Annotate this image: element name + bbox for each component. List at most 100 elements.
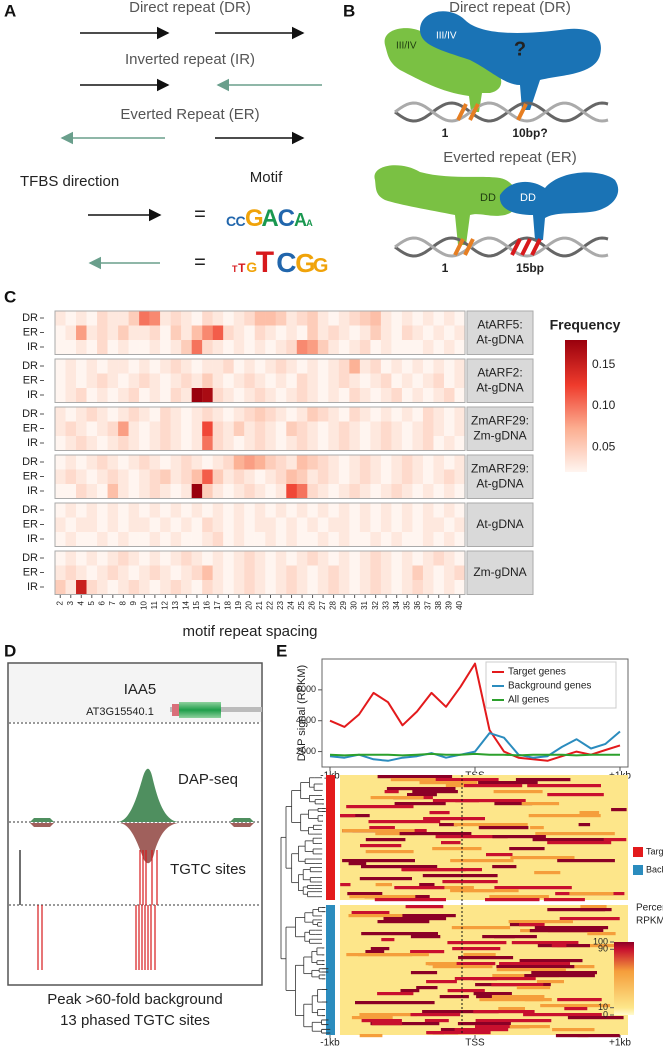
repeat-title: Direct repeat (DR) (449, 0, 571, 16)
heat-cell (286, 551, 297, 566)
heat-cell (296, 340, 308, 355)
heat-cell (191, 311, 203, 326)
heat-cell (107, 373, 119, 389)
heat-cell (149, 565, 161, 581)
heat-cell (328, 436, 340, 451)
heat-cell (433, 340, 445, 355)
heat-cell (391, 436, 403, 451)
heat-cell (65, 359, 77, 374)
heat-cell (286, 532, 297, 547)
heat-cell (412, 359, 424, 374)
heat-cell (160, 340, 171, 355)
colorbar-label: 0.15 (592, 357, 616, 371)
heat-cell (328, 580, 340, 595)
heat-cell (296, 484, 308, 499)
heat-cell (202, 565, 213, 581)
heatmap-texture (511, 941, 579, 945)
heat-cell (118, 455, 129, 470)
heat-cell (391, 325, 403, 341)
heat-cell (380, 503, 392, 518)
heat-cell (380, 455, 392, 470)
x-tick-label: 14 (182, 600, 191, 609)
heat-cell (86, 421, 98, 437)
group-strip (326, 905, 335, 1035)
heat-cell (65, 517, 77, 533)
heat-cell (433, 311, 445, 326)
heat-cell (296, 455, 308, 470)
heat-cell (307, 532, 319, 547)
heat-cell (86, 580, 98, 595)
heat-cell (233, 484, 245, 499)
row-label: DR (22, 504, 38, 516)
heat-cell (254, 311, 266, 326)
heat-cell (170, 421, 182, 437)
heat-cell (359, 455, 371, 470)
heat-cell (412, 580, 424, 595)
heatmap-texture (423, 817, 485, 821)
heat-cell (97, 565, 108, 581)
heat-cell (454, 311, 466, 326)
heat-cell (296, 436, 308, 451)
legend-swatch (633, 847, 643, 857)
heat-cell (443, 532, 455, 547)
dna-site (463, 238, 475, 256)
logo-letter: G (246, 259, 257, 275)
x-tick-label: 8 (118, 600, 127, 605)
heat-cell (86, 503, 98, 518)
heat-cell (149, 532, 161, 547)
heat-cell (118, 311, 129, 326)
heat-cell (422, 517, 434, 533)
heatmap-texture (365, 950, 385, 954)
heatmap-texture (394, 886, 445, 890)
heat-cell (118, 407, 129, 422)
scale-label: 90 (598, 944, 608, 954)
heat-cell (254, 517, 266, 533)
heat-cell (118, 469, 129, 485)
heat-cell (370, 388, 382, 403)
heat-cell (170, 340, 182, 355)
strip-label: ZmARF29: (471, 413, 529, 427)
heat-cell (328, 503, 340, 518)
x-tick-label: 15 (192, 600, 201, 609)
heat-cell (191, 469, 203, 485)
heat-cell (202, 469, 213, 485)
heatmap-texture (476, 995, 501, 999)
heat-cell (391, 565, 403, 581)
heat-cell (328, 340, 340, 355)
row-label: IR (27, 485, 38, 497)
heatmap-texture (368, 820, 441, 824)
heatmap-texture (559, 917, 620, 921)
heat-cell (401, 407, 413, 422)
heat-cell (317, 373, 329, 389)
heat-cell (128, 469, 140, 485)
heat-cell (223, 484, 234, 499)
heatmap-texture (422, 874, 498, 878)
heatmap-texture (557, 998, 602, 1002)
heat-cell (286, 455, 297, 470)
heat-cell (307, 359, 319, 374)
heat-cell (212, 388, 224, 403)
heat-cell (265, 469, 276, 485)
x-tick-label: 5 (87, 600, 96, 605)
heatmap-texture (486, 853, 513, 857)
heatmap-texture (508, 920, 573, 924)
heatmap-texture (451, 926, 511, 930)
heat-cell (170, 388, 182, 403)
heat-cell (265, 484, 276, 499)
y-tick-label: 2000 (296, 746, 316, 756)
heatmap-texture (494, 886, 572, 890)
heat-cell (265, 373, 276, 389)
strip (466, 550, 534, 595)
heat-cell (118, 436, 129, 451)
strip-label: At-gDNA (476, 476, 523, 490)
heat-cell (433, 373, 445, 389)
heat-cell (443, 311, 455, 326)
heat-cell (454, 421, 466, 437)
heat-cell (170, 325, 182, 341)
heat-cell (401, 421, 413, 437)
heat-cell (181, 407, 192, 422)
row-label: ER (23, 422, 38, 434)
heat-cell (349, 517, 361, 533)
heatmap-texture (531, 971, 597, 975)
heat-cell (76, 484, 87, 499)
